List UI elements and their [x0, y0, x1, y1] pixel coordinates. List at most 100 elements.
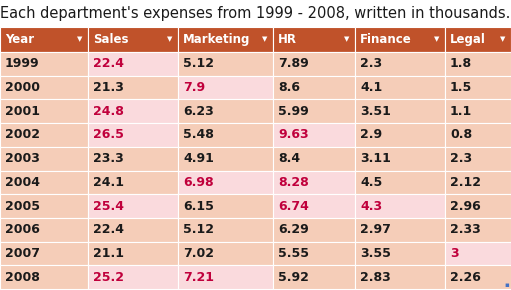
Text: 2.96: 2.96 [450, 200, 481, 213]
Bar [445, 194, 511, 218]
Text: 24.8: 24.8 [93, 105, 124, 118]
Bar [178, 218, 273, 242]
Text: ▼: ▼ [167, 37, 173, 43]
Bar [273, 52, 355, 76]
Text: 25.4: 25.4 [93, 200, 124, 213]
Bar [0, 218, 88, 242]
Text: Each department's expenses from 1999 - 2008, written in thousands.: Each department's expenses from 1999 - 2… [1, 6, 510, 21]
Bar [445, 171, 511, 194]
Text: 22.4: 22.4 [93, 57, 124, 70]
Text: 2001: 2001 [5, 105, 40, 118]
Bar [0, 27, 88, 52]
Text: ▼: ▼ [344, 37, 350, 43]
Bar [445, 27, 511, 52]
Text: 6.23: 6.23 [183, 105, 214, 118]
Bar [178, 171, 273, 194]
Bar [355, 147, 445, 171]
Text: 7.02: 7.02 [183, 247, 214, 260]
Text: Finance: Finance [360, 33, 412, 46]
Bar [0, 123, 88, 147]
Bar [445, 218, 511, 242]
Text: 7.89: 7.89 [278, 57, 309, 70]
Bar [445, 147, 511, 171]
Bar [355, 265, 445, 289]
Bar [445, 76, 511, 99]
Text: 5.48: 5.48 [183, 128, 214, 142]
Text: 5.99: 5.99 [278, 105, 309, 118]
Text: 2.12: 2.12 [450, 176, 481, 189]
Text: 9.63: 9.63 [278, 128, 309, 142]
Bar [178, 194, 273, 218]
Bar [273, 123, 355, 147]
Text: 2006: 2006 [5, 223, 40, 236]
Text: 1.5: 1.5 [450, 81, 472, 94]
Text: 7.21: 7.21 [183, 271, 214, 284]
Text: 2.83: 2.83 [360, 271, 391, 284]
Bar [355, 76, 445, 99]
Bar [355, 27, 445, 52]
Text: 23.3: 23.3 [93, 152, 124, 165]
Bar [178, 27, 273, 52]
Text: 6.15: 6.15 [183, 200, 214, 213]
Bar [88, 123, 178, 147]
Text: ▼: ▼ [262, 37, 268, 43]
Bar [0, 147, 88, 171]
Text: 6.29: 6.29 [278, 223, 309, 236]
Text: 8.28: 8.28 [278, 176, 309, 189]
Text: 3.11: 3.11 [360, 152, 391, 165]
Bar [178, 52, 273, 76]
Text: ▪: ▪ [504, 282, 509, 288]
Text: 2008: 2008 [5, 271, 40, 284]
Bar [88, 27, 178, 52]
Bar [88, 242, 178, 265]
Bar [273, 171, 355, 194]
Text: 4.91: 4.91 [183, 152, 214, 165]
Bar [178, 147, 273, 171]
Bar [88, 147, 178, 171]
Bar [273, 76, 355, 99]
Bar [178, 265, 273, 289]
Bar [88, 99, 178, 123]
Text: 2.26: 2.26 [450, 271, 481, 284]
Bar [88, 76, 178, 99]
Text: 2005: 2005 [5, 200, 40, 213]
Text: 5.12: 5.12 [183, 57, 214, 70]
Bar [178, 242, 273, 265]
Text: 2004: 2004 [5, 176, 40, 189]
Bar [178, 99, 273, 123]
Text: 2.3: 2.3 [450, 152, 472, 165]
Text: 6.98: 6.98 [183, 176, 214, 189]
Text: 21.1: 21.1 [93, 247, 124, 260]
Text: 7.9: 7.9 [183, 81, 205, 94]
Bar [273, 99, 355, 123]
Bar [88, 194, 178, 218]
Text: 2007: 2007 [5, 247, 40, 260]
Text: 5.92: 5.92 [278, 271, 309, 284]
Text: 2000: 2000 [5, 81, 40, 94]
Bar [355, 52, 445, 76]
Bar [445, 123, 511, 147]
Text: 3: 3 [450, 247, 459, 260]
Bar [273, 147, 355, 171]
Bar [445, 265, 511, 289]
Text: Legal: Legal [450, 33, 486, 46]
Text: 0.8: 0.8 [450, 128, 472, 142]
Text: Marketing: Marketing [183, 33, 250, 46]
Text: Year: Year [5, 33, 34, 46]
Text: 2.33: 2.33 [450, 223, 481, 236]
Bar [273, 242, 355, 265]
Text: 4.5: 4.5 [360, 176, 382, 189]
Text: 24.1: 24.1 [93, 176, 124, 189]
Text: HR: HR [278, 33, 297, 46]
Bar [0, 52, 88, 76]
Text: 5.12: 5.12 [183, 223, 214, 236]
Text: 2003: 2003 [5, 152, 40, 165]
Bar [178, 76, 273, 99]
Text: ▼: ▼ [77, 37, 83, 43]
Text: 25.2: 25.2 [93, 271, 124, 284]
Bar [0, 265, 88, 289]
Bar [355, 242, 445, 265]
Bar [0, 76, 88, 99]
Bar [445, 52, 511, 76]
Bar [88, 171, 178, 194]
